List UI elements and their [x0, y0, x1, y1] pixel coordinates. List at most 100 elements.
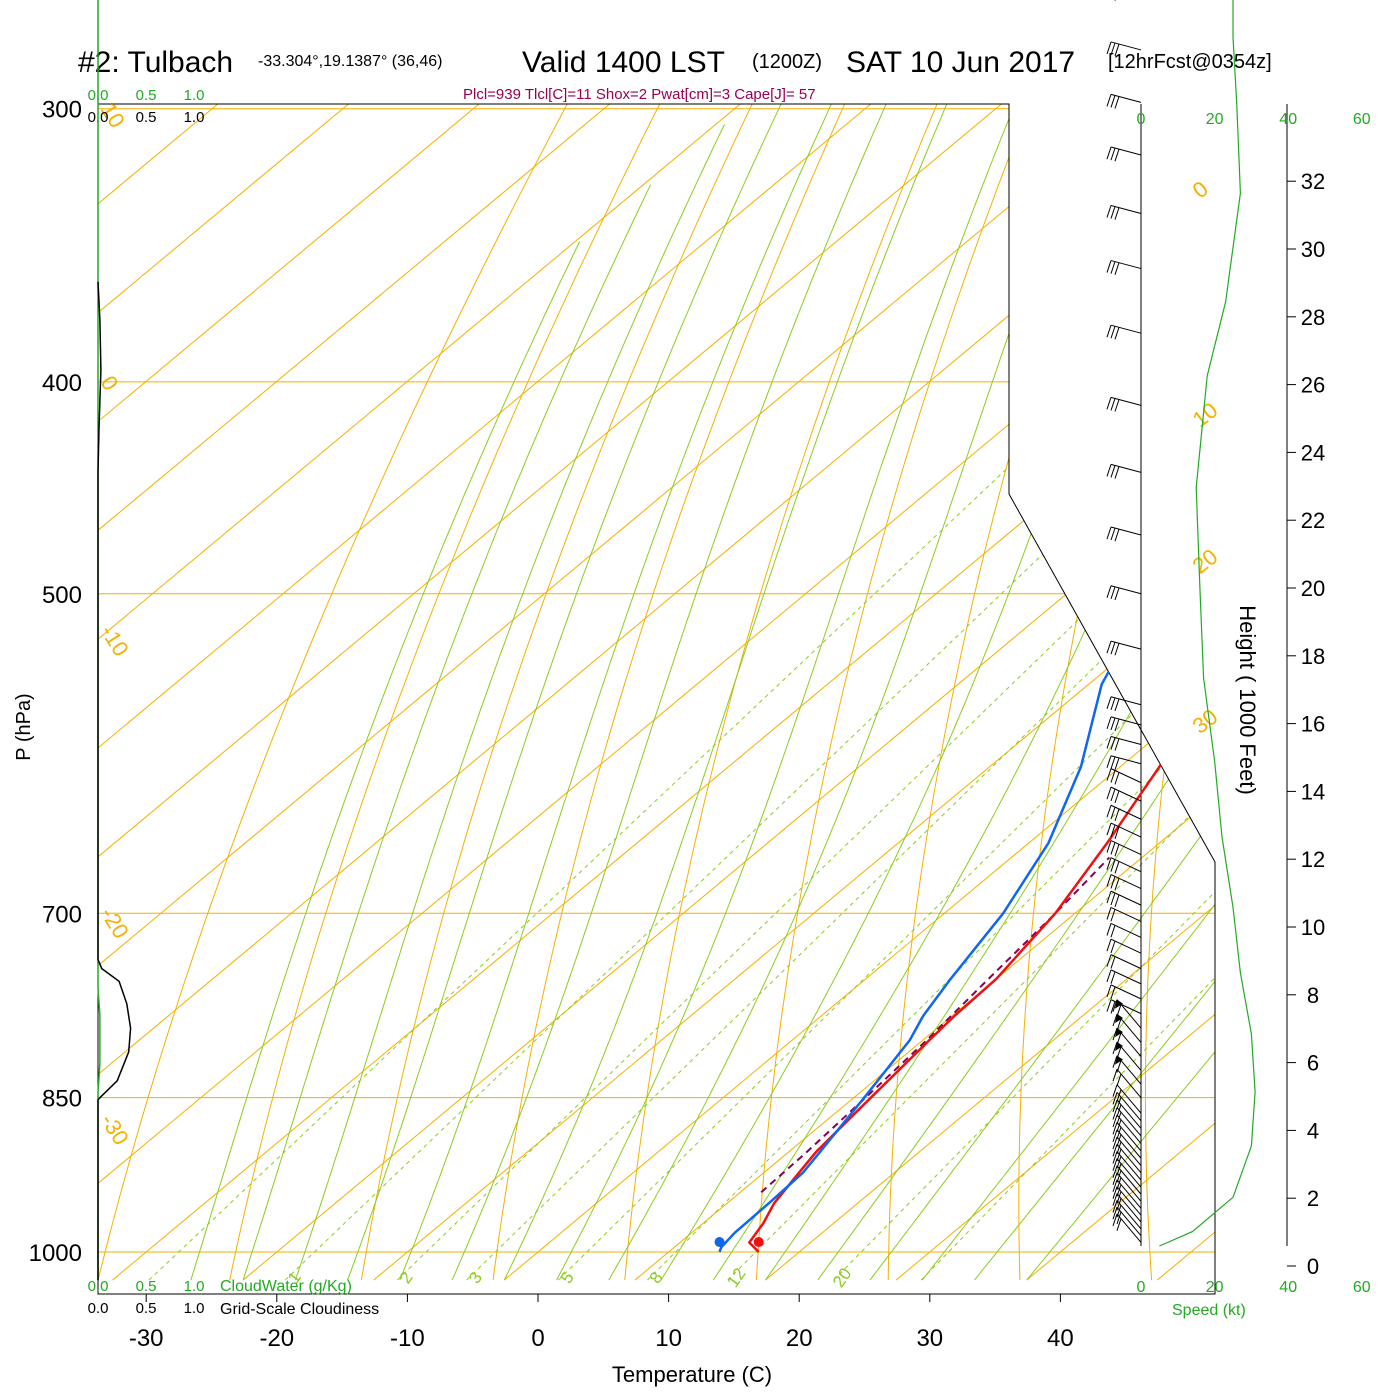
sounding-indices: Plcl=939 Tlcl[C]=11 Shox=2 Pwat[cm]=3 Ca… [463, 86, 816, 103]
isotherm-line [765, 104, 1215, 1281]
isotherm-line [98, 104, 1215, 1281]
wind-barb [1110, 396, 1142, 406]
wind-barb-feather [1116, 1184, 1122, 1197]
isotherm-line [98, 104, 1215, 1281]
wind-barb-feather [1110, 465, 1116, 478]
isotherm-line [98, 104, 1120, 1281]
wind-barb-feather [1114, 894, 1120, 908]
wind-barb [1110, 857, 1142, 873]
wind-barb-feather [1114, 43, 1120, 57]
wind-barb-feather [1106, 805, 1112, 818]
wind-barb-feather [1110, 147, 1116, 161]
wind-barb [1110, 969, 1142, 985]
x-tick-label: -20 [259, 1325, 294, 1352]
wind-barb-feather [1106, 969, 1112, 983]
pressure-tick-label: 1000 [29, 1240, 82, 1267]
isotherm-line [98, 104, 467, 1281]
wind-barb [1110, 696, 1142, 706]
wind-barb-feather [1116, 1018, 1122, 1031]
moist-adiabat [503, 104, 1031, 1281]
height-tick-label: 28 [1301, 305, 1325, 330]
wind-speed-profile [1159, 0, 1256, 1247]
wind-barb [1110, 822, 1142, 838]
x-tick-label: 20 [786, 1325, 813, 1352]
wind-barb-feather [1106, 822, 1112, 836]
height-axis-title: Height ( 1000 Feet) [1235, 605, 1260, 795]
mixing-ratio-line [148, 381, 1099, 1281]
wind-barb-feather [1112, 1179, 1118, 1192]
wind-barb [1110, 41, 1142, 51]
x-tick-label: 40 [1047, 1325, 1074, 1352]
speed-tick-bottom: 60 [1353, 1279, 1371, 1296]
wind-barb-feather [1106, 696, 1112, 709]
wind-barb-feather [1110, 737, 1116, 750]
wind-barb-feather [1114, 466, 1120, 479]
wind-barb-feather [1112, 1129, 1118, 1142]
wind-barb [1110, 999, 1142, 1015]
valid-time: Valid 1400 LST [522, 46, 725, 79]
wind-barb-feather [1116, 1170, 1122, 1183]
wind-barb-feather [1106, 526, 1112, 540]
wind-barb-feather [1110, 824, 1116, 838]
height-tick-label: 0 [1307, 1254, 1319, 1279]
mixing-ratio-line [727, 381, 1215, 1281]
wind-barb-feather [1116, 1004, 1122, 1017]
wind-barb-feather [1112, 1207, 1118, 1220]
temperature-trace [748, 104, 1215, 1253]
wind-barb-feather [1116, 1141, 1122, 1154]
zulu-time: (1200Z) [752, 51, 822, 73]
speed-tick-bottom: 20 [1206, 1279, 1224, 1296]
wind-barb-feather [1116, 1032, 1122, 1045]
wind-barb-feather [1106, 786, 1112, 800]
wind-barb [1110, 716, 1142, 726]
wind-barb-feather [1112, 1069, 1118, 1082]
wind-barb [1110, 984, 1142, 1000]
wind-barb [1110, 640, 1142, 650]
wind-barb-feather [1116, 1198, 1122, 1211]
wind-barb-feather [1116, 1163, 1122, 1176]
wind-barb-feather [1112, 1172, 1118, 1185]
wind-barb-feather [1114, 878, 1120, 891]
wind-barb-feather [1110, 925, 1116, 938]
wind-barb-feather [1112, 1107, 1118, 1120]
wind-barb-feather [1114, 808, 1120, 822]
forecast-info: [12hrFcst@0354z] [1108, 51, 1272, 73]
wind-barb-feather [1106, 325, 1112, 338]
wind-barb-feather [1110, 42, 1116, 56]
cloudiness-tick-top: 1.0 [184, 109, 205, 126]
wind-barb [1110, 840, 1142, 855]
isotherm-line [503, 104, 1215, 1281]
wind-barb-feather [1114, 529, 1120, 542]
wind-barb-feather [1106, 464, 1112, 477]
x-tick-label: 10 [655, 1325, 682, 1352]
wind-barb-feather [1110, 95, 1116, 108]
height-tick-label: 30 [1301, 237, 1325, 262]
speed-tick-top: 20 [1206, 111, 1224, 128]
wind-barb-feather [1110, 326, 1116, 339]
wind-barb-feather [1106, 874, 1112, 887]
wind-barb-feather [1114, 96, 1120, 109]
wind-barb [1110, 205, 1142, 214]
speed-tick-top: 0 [1137, 111, 1146, 128]
wind-barb-feather [1114, 698, 1120, 712]
wind-barb-feather [1114, 149, 1120, 162]
wind-barb-feather [1114, 643, 1120, 656]
moist-adiabat [347, 104, 803, 1281]
wind-barb-feather [1112, 1092, 1118, 1105]
wind-barb-feather [1112, 1200, 1118, 1213]
wind-barb-feather [1116, 1148, 1122, 1162]
wind-barb-feather [1116, 1156, 1122, 1169]
wind-barb-feather [1112, 1186, 1118, 1199]
wind-barb [1110, 463, 1142, 473]
wind-barb [1110, 874, 1142, 890]
height-tick-label: 2 [1307, 1186, 1319, 1211]
wind-barb-feather [1112, 1114, 1118, 1128]
wind-barb-feather [1110, 1001, 1116, 1014]
wind-barb-feather [1106, 640, 1112, 654]
isotherm-line [98, 104, 990, 1281]
wind-barb-feather [1106, 938, 1112, 952]
station-title: #2: Tulbach [78, 46, 233, 79]
wind-barb [1110, 736, 1142, 745]
wind-barb-feather [1114, 826, 1120, 839]
wind-barb-feather [1110, 717, 1116, 731]
